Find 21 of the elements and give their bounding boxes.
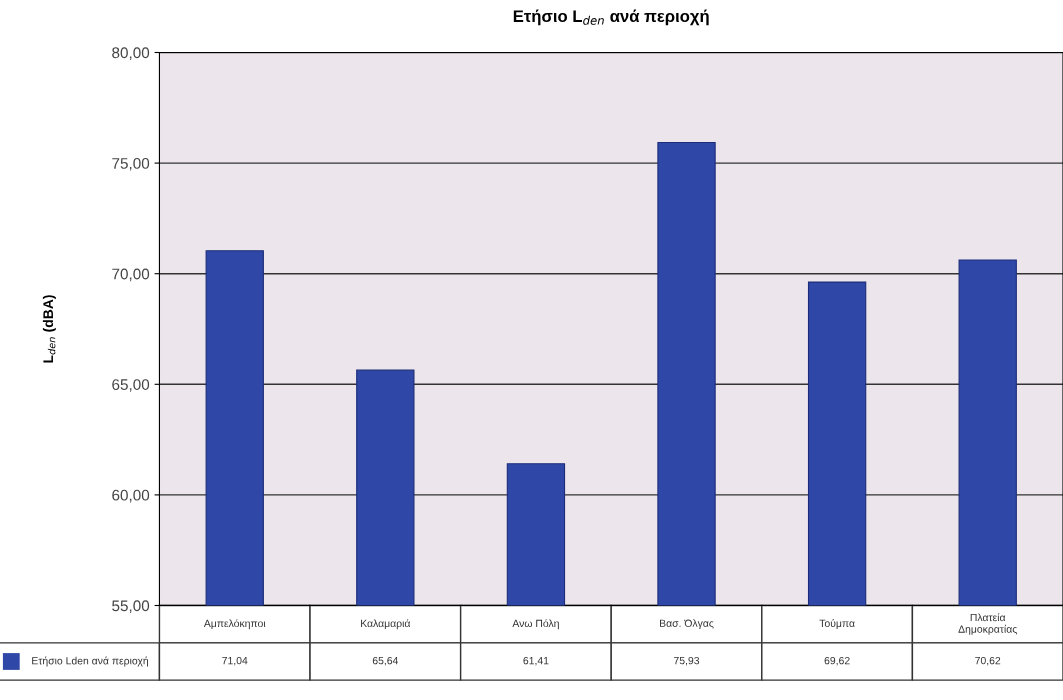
text: 61,41 bbox=[523, 656, 549, 666]
x-tick-label: Πλατεία Δημοκρατίας bbox=[958, 613, 1017, 635]
y-tick-label: 65,00 bbox=[112, 379, 150, 392]
chart-title: Ετήσιο L$_{den}$ ανά περιοχή bbox=[513, 9, 709, 26]
legend-label: Ετήσιο Lden ανά περιοχή bbox=[32, 656, 148, 667]
y-tick-label: 80,00 bbox=[112, 47, 150, 60]
x-tick-label: Καλαμαριά bbox=[361, 619, 411, 630]
y-tick-label: 55,00 bbox=[112, 600, 150, 613]
x-tick-label: Βασ. Όλγας bbox=[660, 619, 714, 630]
text: 71,04 bbox=[222, 656, 248, 666]
x-tick-label: Ανω Πόλη bbox=[512, 619, 559, 630]
x-tick-label: Τούμπα bbox=[819, 619, 855, 629]
text: 69,62 bbox=[824, 656, 850, 666]
y-tick-label: 70,00 bbox=[112, 268, 150, 282]
text: 75,93 bbox=[674, 656, 700, 666]
y-tick-label: 75,00 bbox=[112, 157, 150, 171]
y-tick-label: 60,00 bbox=[112, 489, 150, 503]
x-tick-label: Αμπελόκηποι bbox=[203, 619, 266, 630]
text: 70,62 bbox=[975, 656, 1001, 666]
text: 65,64 bbox=[372, 656, 399, 666]
y-axis-title: L$_{den}$ (dBA) bbox=[42, 295, 56, 363]
